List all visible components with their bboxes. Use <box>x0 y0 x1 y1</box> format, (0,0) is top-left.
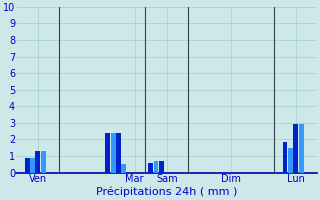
Bar <box>30 158 35 173</box>
Bar <box>105 133 110 173</box>
Bar <box>293 124 298 173</box>
Bar <box>288 148 293 173</box>
X-axis label: Précipitations 24h ( mm ): Précipitations 24h ( mm ) <box>96 187 237 197</box>
Bar <box>111 133 116 173</box>
Bar <box>116 133 121 173</box>
Bar <box>154 161 158 173</box>
Bar <box>299 124 304 173</box>
Bar <box>283 142 287 173</box>
Bar <box>148 163 153 173</box>
Bar <box>41 151 46 173</box>
Bar <box>25 158 29 173</box>
Bar <box>36 151 40 173</box>
Bar <box>121 164 126 173</box>
Bar <box>159 161 164 173</box>
